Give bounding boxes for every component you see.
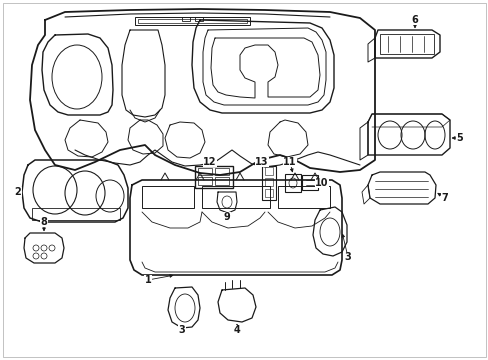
Text: 5: 5 — [456, 133, 463, 143]
Bar — [32, 208, 120, 220]
Bar — [182, 17, 190, 21]
Bar — [264, 167, 272, 175]
Bar — [195, 166, 232, 188]
Bar — [195, 17, 203, 21]
Text: 6: 6 — [411, 15, 418, 25]
Text: 12: 12 — [203, 157, 216, 167]
Bar — [215, 168, 228, 175]
Text: 3: 3 — [344, 252, 351, 262]
Bar — [379, 34, 433, 54]
Bar — [198, 177, 212, 185]
Text: 3: 3 — [178, 325, 185, 335]
Bar — [264, 178, 272, 186]
Bar — [264, 189, 272, 197]
Bar — [215, 177, 228, 185]
Text: 1: 1 — [144, 275, 151, 285]
Bar — [202, 186, 269, 208]
Text: 4: 4 — [233, 325, 240, 335]
Text: 10: 10 — [315, 178, 328, 188]
Text: 9: 9 — [223, 212, 230, 222]
Bar — [262, 166, 275, 200]
Bar — [138, 19, 246, 23]
Bar — [142, 186, 194, 208]
Text: 7: 7 — [441, 193, 447, 203]
Text: 13: 13 — [255, 157, 268, 167]
Bar — [198, 168, 212, 175]
Bar — [302, 175, 317, 190]
Bar — [135, 17, 249, 25]
Text: 2: 2 — [15, 187, 21, 197]
Bar — [285, 174, 301, 192]
Text: 11: 11 — [283, 157, 296, 167]
Text: 8: 8 — [41, 217, 47, 227]
Bar — [278, 186, 329, 208]
